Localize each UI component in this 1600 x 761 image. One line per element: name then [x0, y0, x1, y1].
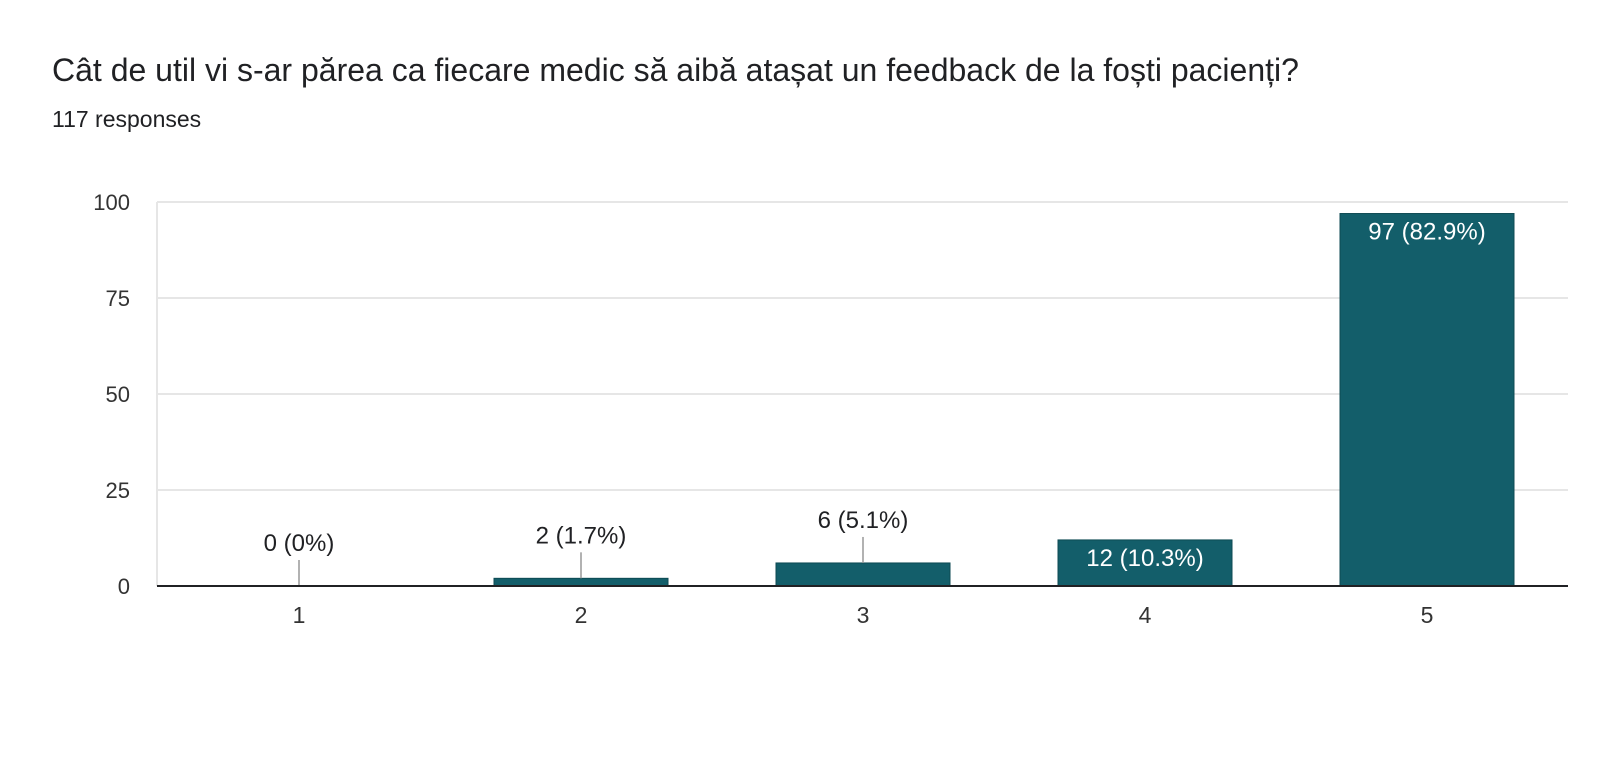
y-axis-ticks: 0 25 50 75 100: [93, 190, 130, 599]
data-label: 6 (5.1%): [818, 507, 909, 534]
y-tick-label: 100: [93, 190, 130, 215]
x-tick-label: 4: [1139, 602, 1152, 628]
data-label: 2 (1.7%): [536, 522, 627, 549]
bars: [493, 213, 1515, 587]
data-label: 97 (82.9%): [1368, 219, 1485, 246]
data-label: 12 (10.3%): [1086, 545, 1203, 572]
bar: [775, 562, 951, 587]
x-tick-label: 2: [575, 602, 588, 628]
y-tick-label: 25: [106, 478, 130, 503]
label-leaders: [298, 536, 864, 586]
x-tick-label: 1: [293, 602, 306, 628]
x-tick-label: 5: [1421, 602, 1434, 628]
bar: [493, 577, 669, 587]
data-label: 0 (0%): [264, 530, 335, 557]
question-title: Cât de util vi s-ar părea ca fiecare med…: [52, 52, 1299, 88]
y-tick-label: 50: [106, 382, 130, 407]
bar: [1057, 539, 1233, 587]
y-tick-label: 0: [118, 574, 130, 599]
data-labels: 0 (0%) 2 (1.7%) 6 (5.1%) 12 (10.3%) 97 (82.9…: [264, 219, 1486, 572]
gridlines: [156, 201, 1568, 586]
x-tick-label: 3: [857, 602, 870, 628]
response-count: 117 responses: [52, 106, 202, 132]
x-axis-ticks: 1 2 3 4 5: [293, 602, 1434, 628]
bar: [1339, 213, 1515, 587]
y-tick-label: 75: [106, 286, 130, 311]
